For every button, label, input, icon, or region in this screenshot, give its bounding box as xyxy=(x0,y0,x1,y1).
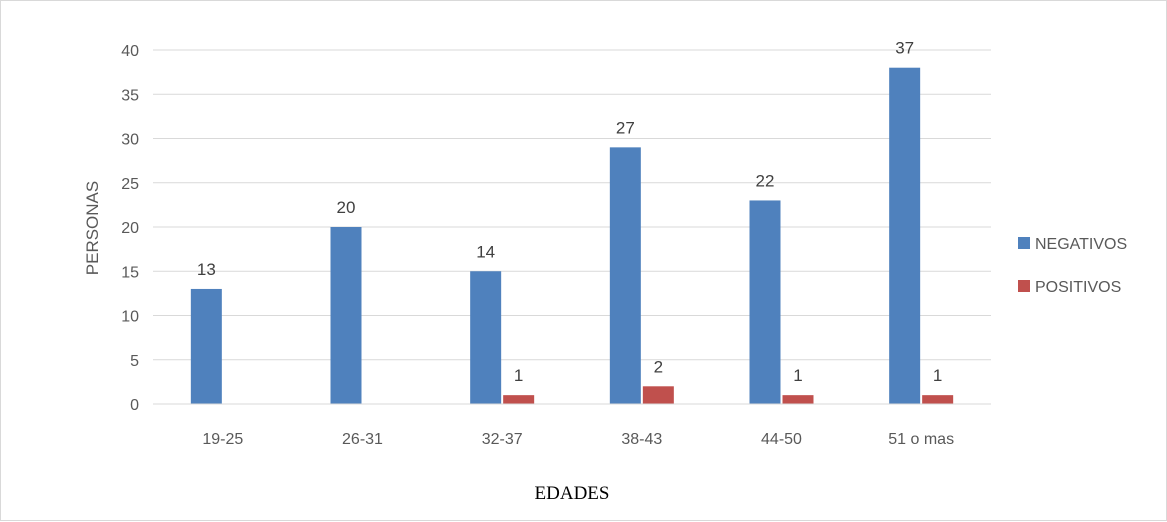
data-label-positivos: 2 xyxy=(654,357,663,376)
legend-swatch-positivos xyxy=(1018,280,1030,292)
bar-positivos xyxy=(642,386,674,404)
bar-negativos xyxy=(330,227,362,404)
x-axis-title: EDADES xyxy=(535,483,610,504)
y-axis-ticks: 0 5 10 15 20 25 30 35 40 xyxy=(121,43,139,414)
y-tick-label: 35 xyxy=(121,87,139,104)
x-tick-label: 19-25 xyxy=(202,431,243,448)
legend-label-negativos: NEGATIVOS xyxy=(1035,236,1127,253)
y-tick-label: 15 xyxy=(121,264,139,281)
y-axis-title: PERSONAS xyxy=(83,181,102,275)
legend-swatch-negativos xyxy=(1018,237,1030,249)
data-label-negativos: 22 xyxy=(756,171,775,190)
bars xyxy=(190,67,954,404)
bar-positivos xyxy=(782,395,814,404)
bar-positivos xyxy=(503,395,535,404)
bar-negativos xyxy=(470,271,502,404)
data-label-negativos: 13 xyxy=(197,260,216,279)
data-label-positivos: 1 xyxy=(514,366,523,385)
x-tick-label: 44-50 xyxy=(761,431,802,448)
data-label-positivos: 1 xyxy=(793,366,802,385)
legend: NEGATIVOS POSITIVOS xyxy=(1018,236,1127,296)
y-tick-label: 10 xyxy=(121,309,139,326)
data-label-negativos: 27 xyxy=(616,118,635,137)
y-tick-label: 25 xyxy=(121,176,139,193)
y-tick-label: 30 xyxy=(121,132,139,149)
y-tick-label: 20 xyxy=(121,220,139,237)
bar-negativos xyxy=(749,200,781,404)
x-tick-label: 51 o mas xyxy=(888,431,954,448)
legend-label-positivos: POSITIVOS xyxy=(1035,279,1121,296)
bar-negativos xyxy=(190,288,222,404)
gridlines xyxy=(153,49,991,361)
x-tick-label: 38-43 xyxy=(621,431,662,448)
data-label-negativos: 20 xyxy=(337,198,356,217)
bar-negativos xyxy=(609,147,641,404)
x-tick-label: 32-37 xyxy=(482,431,523,448)
y-tick-label: 0 xyxy=(130,397,139,414)
y-tick-label: 40 xyxy=(121,43,139,60)
y-tick-label: 5 xyxy=(130,353,139,370)
x-axis-ticks: 19-25 26-31 32-37 38-43 44-50 51 o mas xyxy=(202,431,954,448)
bar-negativos xyxy=(889,67,921,404)
bar-positivos xyxy=(922,395,954,404)
data-label-positivos: 1 xyxy=(933,366,942,385)
x-tick-label: 26-31 xyxy=(342,431,383,448)
data-label-negativos: 14 xyxy=(476,242,495,261)
data-label-negativos: 37 xyxy=(895,39,914,58)
